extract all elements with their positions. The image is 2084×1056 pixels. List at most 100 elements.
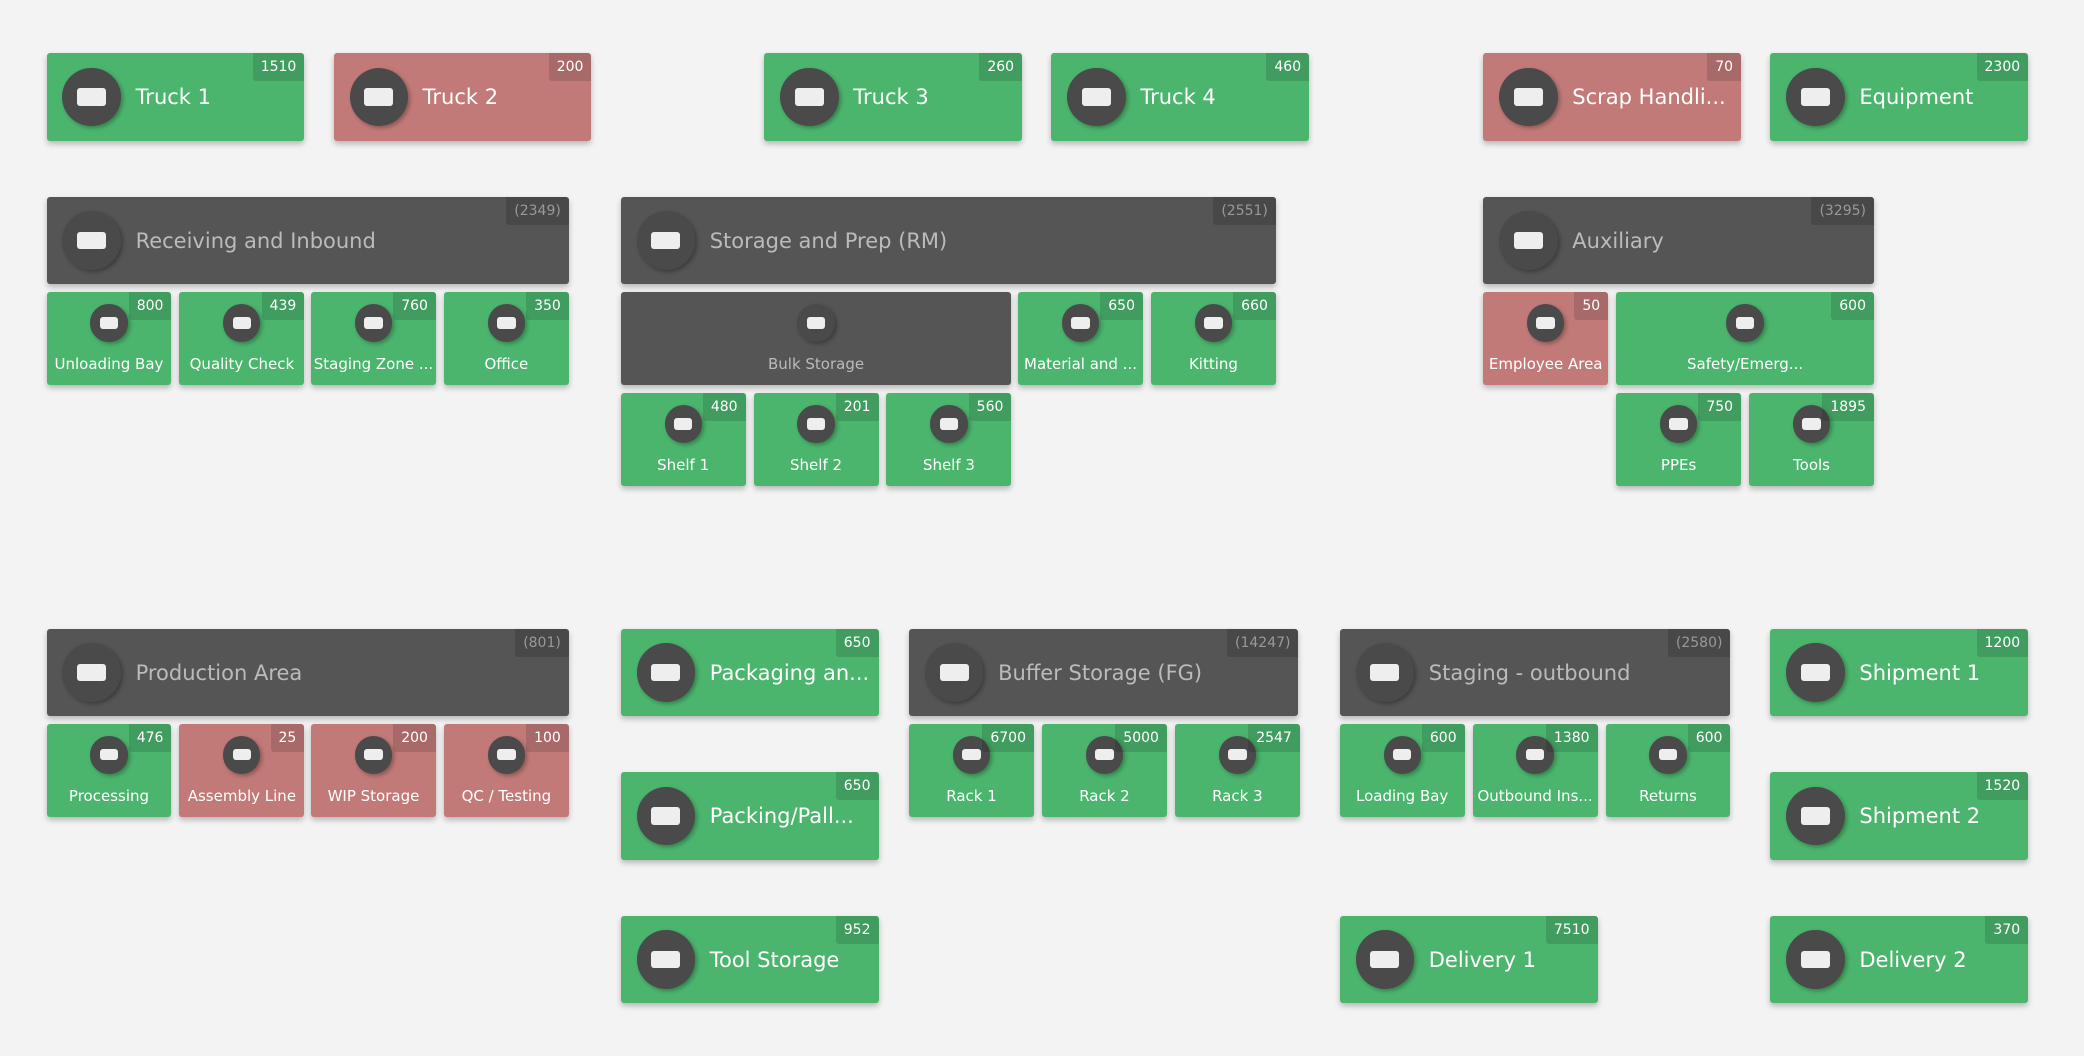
tile-label: Staging Zone ... [313, 355, 434, 374]
tile-icon [349, 67, 408, 127]
tile-icon [62, 67, 121, 127]
tile-label: Shelf 3 [922, 456, 975, 475]
tile-icon [1792, 405, 1831, 443]
tile-icon [1085, 736, 1124, 774]
tile-label: Shelf 1 [657, 456, 710, 475]
tile-icon [780, 67, 839, 127]
tile: Shipment 2 1520 [1770, 772, 2029, 860]
tile: Tool Storage 952 [620, 915, 879, 1004]
tile-label: Packaging an... [709, 660, 870, 685]
tile-count: 50 [1574, 292, 1609, 321]
tile-label: Assembly Line [187, 787, 297, 806]
tile: Shelf 2 201 [753, 393, 879, 487]
tile-label: Quality Check [189, 355, 295, 374]
tile-label: Equipment [1859, 85, 1974, 110]
tile-label: Truck 4 [1140, 85, 1216, 110]
tile: Auxiliary (3295) [1483, 196, 1874, 285]
tile-label: WIP Storage [327, 787, 420, 806]
tile-count: 600 [1421, 724, 1465, 753]
tile-label: Safety/Emerg... [1687, 355, 1804, 374]
tile-icon [1527, 304, 1565, 342]
tile-label: Scrap Handli... [1572, 85, 1726, 110]
tile: Truck 3 260 [764, 53, 1023, 141]
tile: Receiving and Inbound (2349) [46, 196, 569, 285]
tile-count: 25 [270, 724, 305, 753]
tile-label: Bulk Storage [767, 355, 865, 374]
tile-count: 7510 [1545, 915, 1598, 944]
tile-icon [1516, 736, 1554, 774]
tile-label: Shelf 2 [790, 456, 843, 475]
tile-label: Unloading Bay [54, 355, 164, 374]
tile: Unloading Bay 800 [46, 292, 172, 386]
tile-icon [1649, 736, 1687, 774]
tile-icon [1786, 786, 1845, 846]
tile-count: 650 [835, 772, 879, 801]
tile-count: 650 [1100, 292, 1143, 321]
tile-label: Loading Bay [1356, 787, 1449, 806]
tile: Office 350 [443, 292, 569, 386]
tile-count: (2580) [1667, 628, 1731, 657]
tile: Production Area (801) [46, 628, 569, 717]
tile: Shipment 1 1200 [1770, 628, 2029, 717]
tile-icon [1355, 643, 1415, 702]
tile-count: 600 [1831, 292, 1874, 321]
tile-label: QC / Testing [461, 787, 552, 806]
tile-icon [487, 736, 525, 774]
tile-count: (2349) [506, 196, 569, 225]
tile: Returns 600 [1605, 724, 1731, 818]
tile: Assembly Line 25 [179, 724, 305, 818]
tile-count: 6700 [982, 724, 1034, 753]
tile-label: PPEs [1660, 456, 1697, 475]
tile-label: Rack 2 [1079, 787, 1130, 806]
tile-label: Shipment 2 [1859, 804, 1981, 829]
tile: Shelf 1 480 [620, 393, 746, 487]
tile-icon [354, 304, 393, 342]
tile: Equipment 2300 [1770, 53, 2029, 141]
tile-count: 1510 [252, 53, 305, 82]
tile: QC / Testing 100 [443, 724, 569, 818]
tile-icon [636, 643, 696, 702]
tile-count: 650 [835, 628, 879, 657]
tile-label: Truck 1 [135, 85, 211, 110]
tile-label: Outbound Ins... [1477, 787, 1593, 806]
tile-count: 260 [979, 53, 1023, 82]
tile-icon [1786, 930, 1845, 989]
tile-icon [797, 405, 835, 443]
tile: Rack 3 2547 [1174, 724, 1300, 818]
tile: Rack 2 5000 [1042, 724, 1167, 818]
tile-icon [62, 643, 121, 702]
tile-label: Truck 3 [853, 85, 929, 110]
tile-icon [1660, 405, 1698, 443]
tile: Rack 1 6700 [909, 724, 1034, 818]
tile-label: Receiving and Inbound [135, 228, 376, 253]
tile-label: Delivery 1 [1428, 947, 1536, 972]
tile-count: 476 [128, 724, 172, 753]
tile-icon [952, 736, 991, 774]
tile-icon [354, 736, 393, 774]
tile-icon [1067, 67, 1126, 127]
tile-icon [636, 786, 696, 846]
tile-label: Employee Area [1488, 355, 1603, 374]
tile-count: 750 [1698, 393, 1742, 422]
tile: Loading Bay 600 [1339, 724, 1465, 818]
tile-count: 370 [1985, 915, 2029, 944]
tile: PPEs 750 [1616, 393, 1742, 487]
tile-label: Truck 2 [422, 85, 499, 110]
tile-icon [636, 930, 696, 989]
tile-icon [223, 304, 261, 342]
tile-count: 1200 [1976, 628, 2029, 657]
tile-count: 760 [393, 292, 436, 321]
tile-icon [1726, 304, 1764, 342]
tile-count: 560 [968, 393, 1012, 422]
tile-count: 2300 [1976, 53, 2029, 82]
tile-icon [1061, 304, 1100, 342]
tile-icon [797, 304, 835, 342]
tile-count: 480 [702, 393, 746, 422]
tile-count: 5000 [1115, 724, 1167, 753]
tile-count: 439 [261, 292, 305, 321]
tile-icon [1218, 736, 1256, 774]
tile-label: Material and ... [1024, 355, 1138, 374]
tile: Kitting 660 [1150, 292, 1276, 386]
tile: Tools 1895 [1749, 393, 1874, 487]
tile-label: Shipment 1 [1859, 660, 1981, 685]
